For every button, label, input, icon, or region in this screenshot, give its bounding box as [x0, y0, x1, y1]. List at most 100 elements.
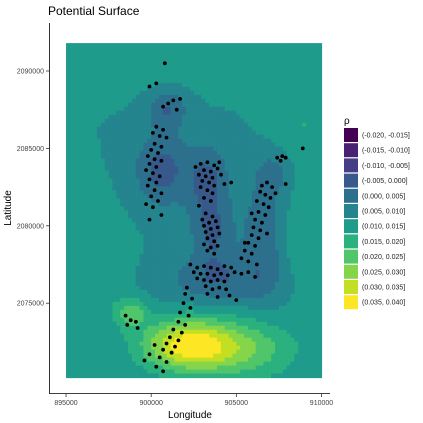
surface-cell	[236, 222, 241, 227]
surface-cell	[271, 106, 276, 112]
surface-cell	[271, 63, 276, 68]
surface-cell	[220, 63, 226, 68]
surface-cell	[302, 266, 307, 271]
surface-cell	[155, 186, 160, 192]
surface-cell	[166, 190, 172, 195]
surface-cell	[220, 214, 226, 219]
surface-cell	[228, 170, 234, 176]
surface-cell	[77, 325, 83, 331]
surface-cell	[302, 114, 307, 120]
surface-cell	[286, 182, 292, 188]
surface-cell	[224, 150, 230, 156]
surface-cell	[240, 234, 245, 239]
surface-cell	[139, 182, 145, 188]
surface-cell	[205, 110, 210, 116]
surface-cell	[170, 246, 175, 251]
surface-cell	[201, 321, 206, 327]
surface-cell	[278, 293, 284, 299]
surface-cell	[263, 59, 268, 64]
surface-cell	[220, 301, 226, 307]
surface-cell	[96, 47, 102, 52]
surface-cell	[193, 246, 199, 251]
surface-cell	[240, 102, 245, 108]
surface-cell	[182, 230, 187, 235]
surface-cell	[112, 90, 117, 96]
surface-cell	[205, 226, 210, 231]
surface-cell	[131, 202, 137, 207]
surface-cell	[73, 182, 79, 188]
surface-cell	[228, 55, 234, 60]
surface-cell	[278, 78, 284, 84]
surface-cell	[209, 122, 214, 128]
surface-cell	[205, 47, 210, 52]
surface-cell	[286, 82, 292, 88]
surface-cell	[151, 278, 156, 283]
surface-cell	[251, 118, 257, 124]
surface-cell	[317, 170, 323, 176]
surface-cell	[278, 114, 284, 120]
surface-cell	[66, 242, 71, 247]
surface-cell	[193, 305, 199, 311]
surface-cell	[158, 70, 164, 76]
surface-cell	[298, 74, 303, 80]
surface-cell	[213, 206, 218, 211]
surface-cell	[127, 202, 133, 207]
surface-cell	[193, 154, 199, 160]
surface-cell	[189, 154, 195, 160]
surface-cell	[282, 250, 288, 255]
surface-cell	[286, 74, 292, 80]
surface-cell	[294, 67, 299, 72]
surface-cell	[224, 138, 230, 144]
surface-cell	[100, 126, 106, 132]
surface-cell	[317, 238, 323, 243]
surface-cell	[174, 90, 179, 96]
surface-cell	[205, 222, 210, 227]
surface-cell	[151, 114, 156, 120]
surface-cell	[189, 114, 195, 120]
surface-cell	[271, 262, 276, 267]
surface-cell	[216, 202, 222, 207]
surface-cell	[127, 325, 133, 331]
surface-cell	[201, 170, 206, 176]
surface-cell	[174, 198, 179, 203]
surface-cell	[96, 51, 102, 56]
surface-cell	[263, 126, 268, 132]
surface-cell	[267, 86, 272, 92]
surface-cell	[186, 98, 191, 104]
surface-cell	[124, 47, 129, 52]
surface-cell	[89, 270, 94, 275]
surface-cell	[100, 317, 106, 323]
surface-cell	[73, 333, 79, 339]
surface-cell	[182, 74, 187, 80]
surface-cell	[216, 138, 222, 144]
surface-cell	[112, 293, 117, 299]
surface-cell	[205, 285, 210, 291]
surface-cell	[139, 74, 145, 80]
surface-cell	[240, 293, 245, 299]
surface-cell	[275, 293, 280, 299]
surface-cell	[278, 317, 284, 323]
surface-cell	[240, 222, 245, 227]
surface-cell	[81, 309, 86, 315]
surface-cell	[170, 78, 175, 84]
surface-cell	[247, 305, 253, 311]
surface-cell	[158, 178, 164, 184]
surface-cell	[127, 90, 133, 96]
surface-cell	[93, 246, 98, 251]
surface-cell	[209, 78, 214, 84]
surface-cell	[155, 238, 160, 243]
surface-cell	[263, 226, 268, 231]
surface-cell	[302, 317, 307, 323]
surface-cell	[77, 190, 83, 195]
surface-cell	[193, 138, 199, 144]
surface-cell	[278, 106, 284, 112]
surface-cell	[166, 230, 172, 235]
surface-cell	[85, 166, 90, 172]
surface-cell	[151, 63, 156, 68]
surface-cell	[247, 238, 253, 243]
surface-cell	[143, 186, 148, 192]
surface-cell	[263, 70, 268, 76]
surface-cell	[298, 317, 303, 323]
surface-cell	[286, 47, 292, 52]
surface-cell	[73, 206, 79, 211]
